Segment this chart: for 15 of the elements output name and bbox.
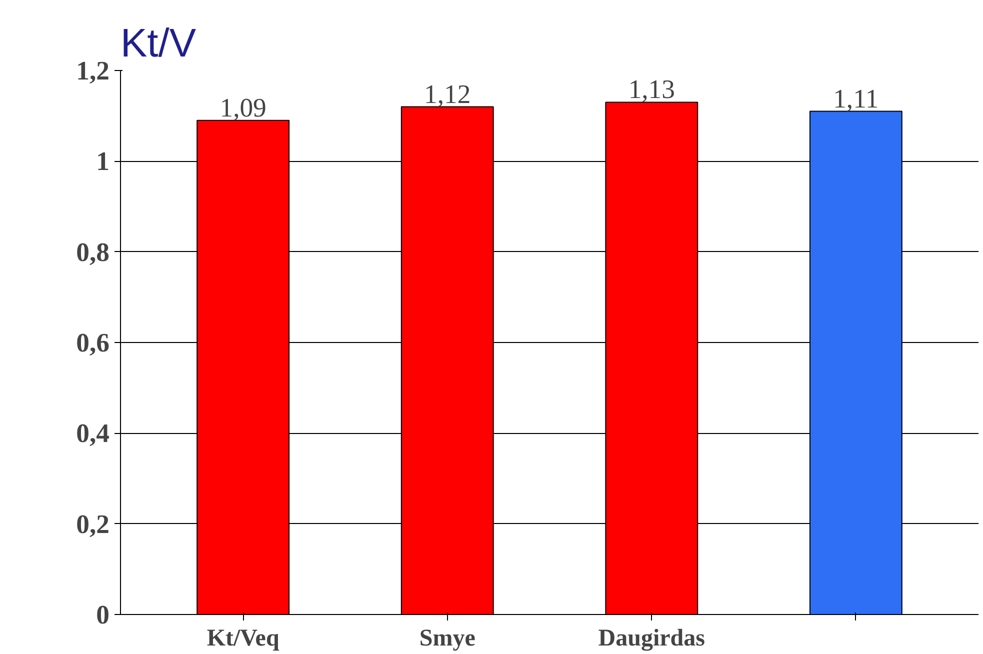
y-tick-label: 0 [96, 600, 110, 630]
chart-title: Kt/V [120, 22, 196, 66]
data-label: 1,13 [628, 74, 675, 104]
x-tick-label: Smye [419, 626, 476, 652]
y-tick-label: 0,2 [76, 508, 110, 539]
data-label: 1,11 [833, 83, 879, 114]
y-tick-label: 0,6 [76, 328, 110, 358]
data-label: 1,12 [424, 78, 471, 109]
x-tick-label: Daugirdas [598, 626, 705, 652]
x-tick-label: Kt/Veq [206, 626, 280, 652]
y-tick-label: 1,2 [76, 56, 110, 86]
data-label: 1,09 [220, 92, 266, 122]
y-tick-label: 1 [96, 146, 110, 176]
y-tick-label: 0,8 [76, 236, 110, 267]
y-tick-label: 0,4 [76, 418, 110, 448]
